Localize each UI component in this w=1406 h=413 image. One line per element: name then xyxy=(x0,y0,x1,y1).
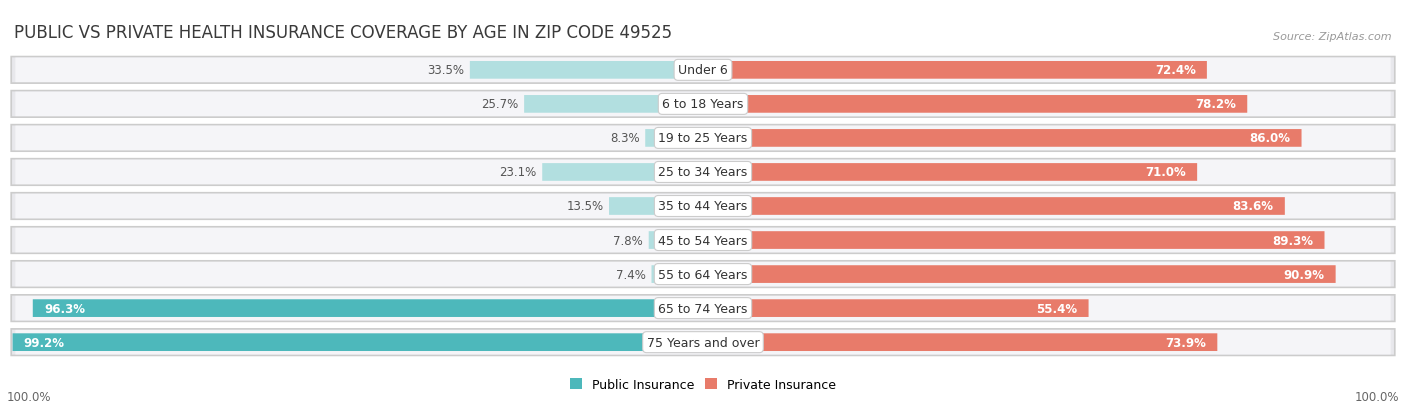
FancyBboxPatch shape xyxy=(11,159,1395,186)
FancyBboxPatch shape xyxy=(15,126,1391,151)
FancyBboxPatch shape xyxy=(15,93,1391,117)
Text: 96.3%: 96.3% xyxy=(44,302,84,315)
FancyBboxPatch shape xyxy=(645,130,703,147)
Text: 100.0%: 100.0% xyxy=(7,390,52,403)
Text: 45 to 54 Years: 45 to 54 Years xyxy=(658,234,748,247)
FancyBboxPatch shape xyxy=(703,198,1285,215)
Text: 13.5%: 13.5% xyxy=(567,200,603,213)
Text: 7.8%: 7.8% xyxy=(613,234,643,247)
Text: 6 to 18 Years: 6 to 18 Years xyxy=(662,98,744,111)
Text: 78.2%: 78.2% xyxy=(1195,98,1236,111)
Text: 65 to 74 Years: 65 to 74 Years xyxy=(658,302,748,315)
FancyBboxPatch shape xyxy=(15,296,1391,320)
FancyBboxPatch shape xyxy=(703,299,1088,317)
FancyBboxPatch shape xyxy=(13,334,703,351)
Text: 73.9%: 73.9% xyxy=(1166,336,1206,349)
Text: PUBLIC VS PRIVATE HEALTH INSURANCE COVERAGE BY AGE IN ZIP CODE 49525: PUBLIC VS PRIVATE HEALTH INSURANCE COVER… xyxy=(14,24,672,41)
FancyBboxPatch shape xyxy=(15,262,1391,287)
FancyBboxPatch shape xyxy=(11,227,1395,254)
Text: Under 6: Under 6 xyxy=(678,64,728,77)
FancyBboxPatch shape xyxy=(11,91,1395,118)
Text: 75 Years and over: 75 Years and over xyxy=(647,336,759,349)
Text: 35 to 44 Years: 35 to 44 Years xyxy=(658,200,748,213)
FancyBboxPatch shape xyxy=(703,62,1206,79)
Text: 25.7%: 25.7% xyxy=(481,98,519,111)
Text: 89.3%: 89.3% xyxy=(1272,234,1313,247)
Text: 99.2%: 99.2% xyxy=(24,336,65,349)
FancyBboxPatch shape xyxy=(703,266,1336,283)
Text: 83.6%: 83.6% xyxy=(1233,200,1274,213)
FancyBboxPatch shape xyxy=(524,96,703,114)
FancyBboxPatch shape xyxy=(15,59,1391,83)
FancyBboxPatch shape xyxy=(470,62,703,79)
Text: 7.4%: 7.4% xyxy=(616,268,645,281)
Legend: Public Insurance, Private Insurance: Public Insurance, Private Insurance xyxy=(565,373,841,396)
FancyBboxPatch shape xyxy=(543,164,703,181)
FancyBboxPatch shape xyxy=(11,329,1395,356)
Text: 90.9%: 90.9% xyxy=(1284,268,1324,281)
Text: 71.0%: 71.0% xyxy=(1146,166,1187,179)
FancyBboxPatch shape xyxy=(15,194,1391,219)
Text: Source: ZipAtlas.com: Source: ZipAtlas.com xyxy=(1274,31,1392,41)
FancyBboxPatch shape xyxy=(11,295,1395,322)
Text: 8.3%: 8.3% xyxy=(610,132,640,145)
Text: 86.0%: 86.0% xyxy=(1250,132,1291,145)
FancyBboxPatch shape xyxy=(703,164,1197,181)
FancyBboxPatch shape xyxy=(11,57,1395,84)
FancyBboxPatch shape xyxy=(703,130,1302,147)
FancyBboxPatch shape xyxy=(609,198,703,215)
Text: 55.4%: 55.4% xyxy=(1036,302,1077,315)
Text: 33.5%: 33.5% xyxy=(427,64,464,77)
FancyBboxPatch shape xyxy=(651,266,703,283)
FancyBboxPatch shape xyxy=(703,232,1324,249)
Text: 19 to 25 Years: 19 to 25 Years xyxy=(658,132,748,145)
Text: 100.0%: 100.0% xyxy=(1354,390,1399,403)
Text: 23.1%: 23.1% xyxy=(499,166,537,179)
FancyBboxPatch shape xyxy=(11,193,1395,220)
FancyBboxPatch shape xyxy=(703,96,1247,114)
Text: 55 to 64 Years: 55 to 64 Years xyxy=(658,268,748,281)
Text: 25 to 34 Years: 25 to 34 Years xyxy=(658,166,748,179)
FancyBboxPatch shape xyxy=(15,228,1391,253)
Text: 72.4%: 72.4% xyxy=(1154,64,1195,77)
FancyBboxPatch shape xyxy=(11,125,1395,152)
FancyBboxPatch shape xyxy=(11,261,1395,288)
FancyBboxPatch shape xyxy=(15,330,1391,354)
FancyBboxPatch shape xyxy=(648,232,703,249)
FancyBboxPatch shape xyxy=(703,334,1218,351)
FancyBboxPatch shape xyxy=(15,160,1391,185)
FancyBboxPatch shape xyxy=(32,299,703,317)
